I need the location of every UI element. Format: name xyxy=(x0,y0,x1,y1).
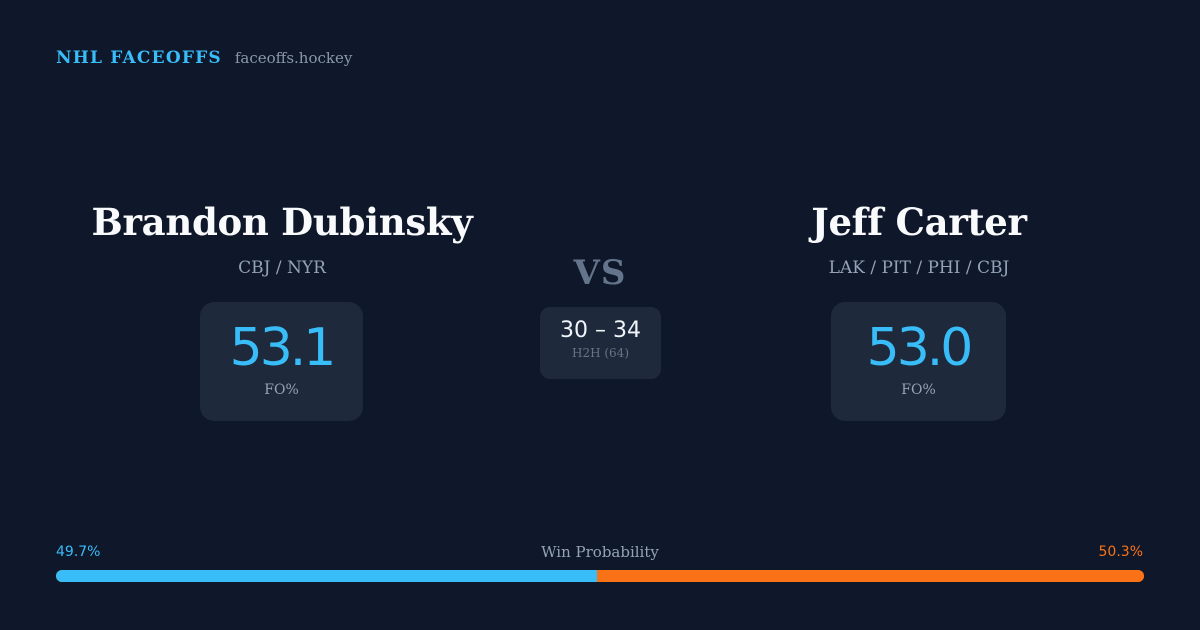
right-player: Jeff Carter LAK / PIT / PHI / CBJ xyxy=(689,200,1149,278)
h2h-score: 30 – 34 xyxy=(560,318,641,343)
vs-label: VS xyxy=(573,253,627,293)
right-player-stat-card: 53.0 FO% xyxy=(831,302,1006,421)
right-player-teams: LAK / PIT / PHI / CBJ xyxy=(828,258,1010,278)
right-player-fo-value: 53.0 xyxy=(866,318,974,378)
left-player: Brandon Dubinsky CBJ / NYR xyxy=(52,200,512,278)
win-prob-bar-left xyxy=(56,570,597,582)
win-prob-title: Win Probability xyxy=(541,543,659,561)
h2h-card: 30 – 34 H2H (64) xyxy=(540,307,661,379)
win-prob-bar-right xyxy=(596,570,1144,582)
brand-name: NHL FACEOFFS xyxy=(56,48,222,68)
brand-site: faceoffs.hockey xyxy=(234,49,353,67)
left-player-stat-card: 53.1 FO% xyxy=(200,302,363,421)
brand-header: NHL FACEOFFS faceoffs.hockey xyxy=(56,48,352,68)
right-player-name: Jeff Carter xyxy=(811,200,1027,244)
win-prob-right-label: 50.3% xyxy=(1098,544,1143,560)
right-player-fo-label: FO% xyxy=(901,382,936,398)
left-player-teams: CBJ / NYR xyxy=(238,258,326,278)
left-player-fo-label: FO% xyxy=(264,382,299,398)
win-prob-bar xyxy=(56,570,1144,582)
left-player-name: Brandon Dubinsky xyxy=(91,200,473,244)
left-player-fo-value: 53.1 xyxy=(229,318,337,378)
win-prob-left-label: 49.7% xyxy=(56,544,101,560)
h2h-label: H2H (64) xyxy=(571,346,629,360)
